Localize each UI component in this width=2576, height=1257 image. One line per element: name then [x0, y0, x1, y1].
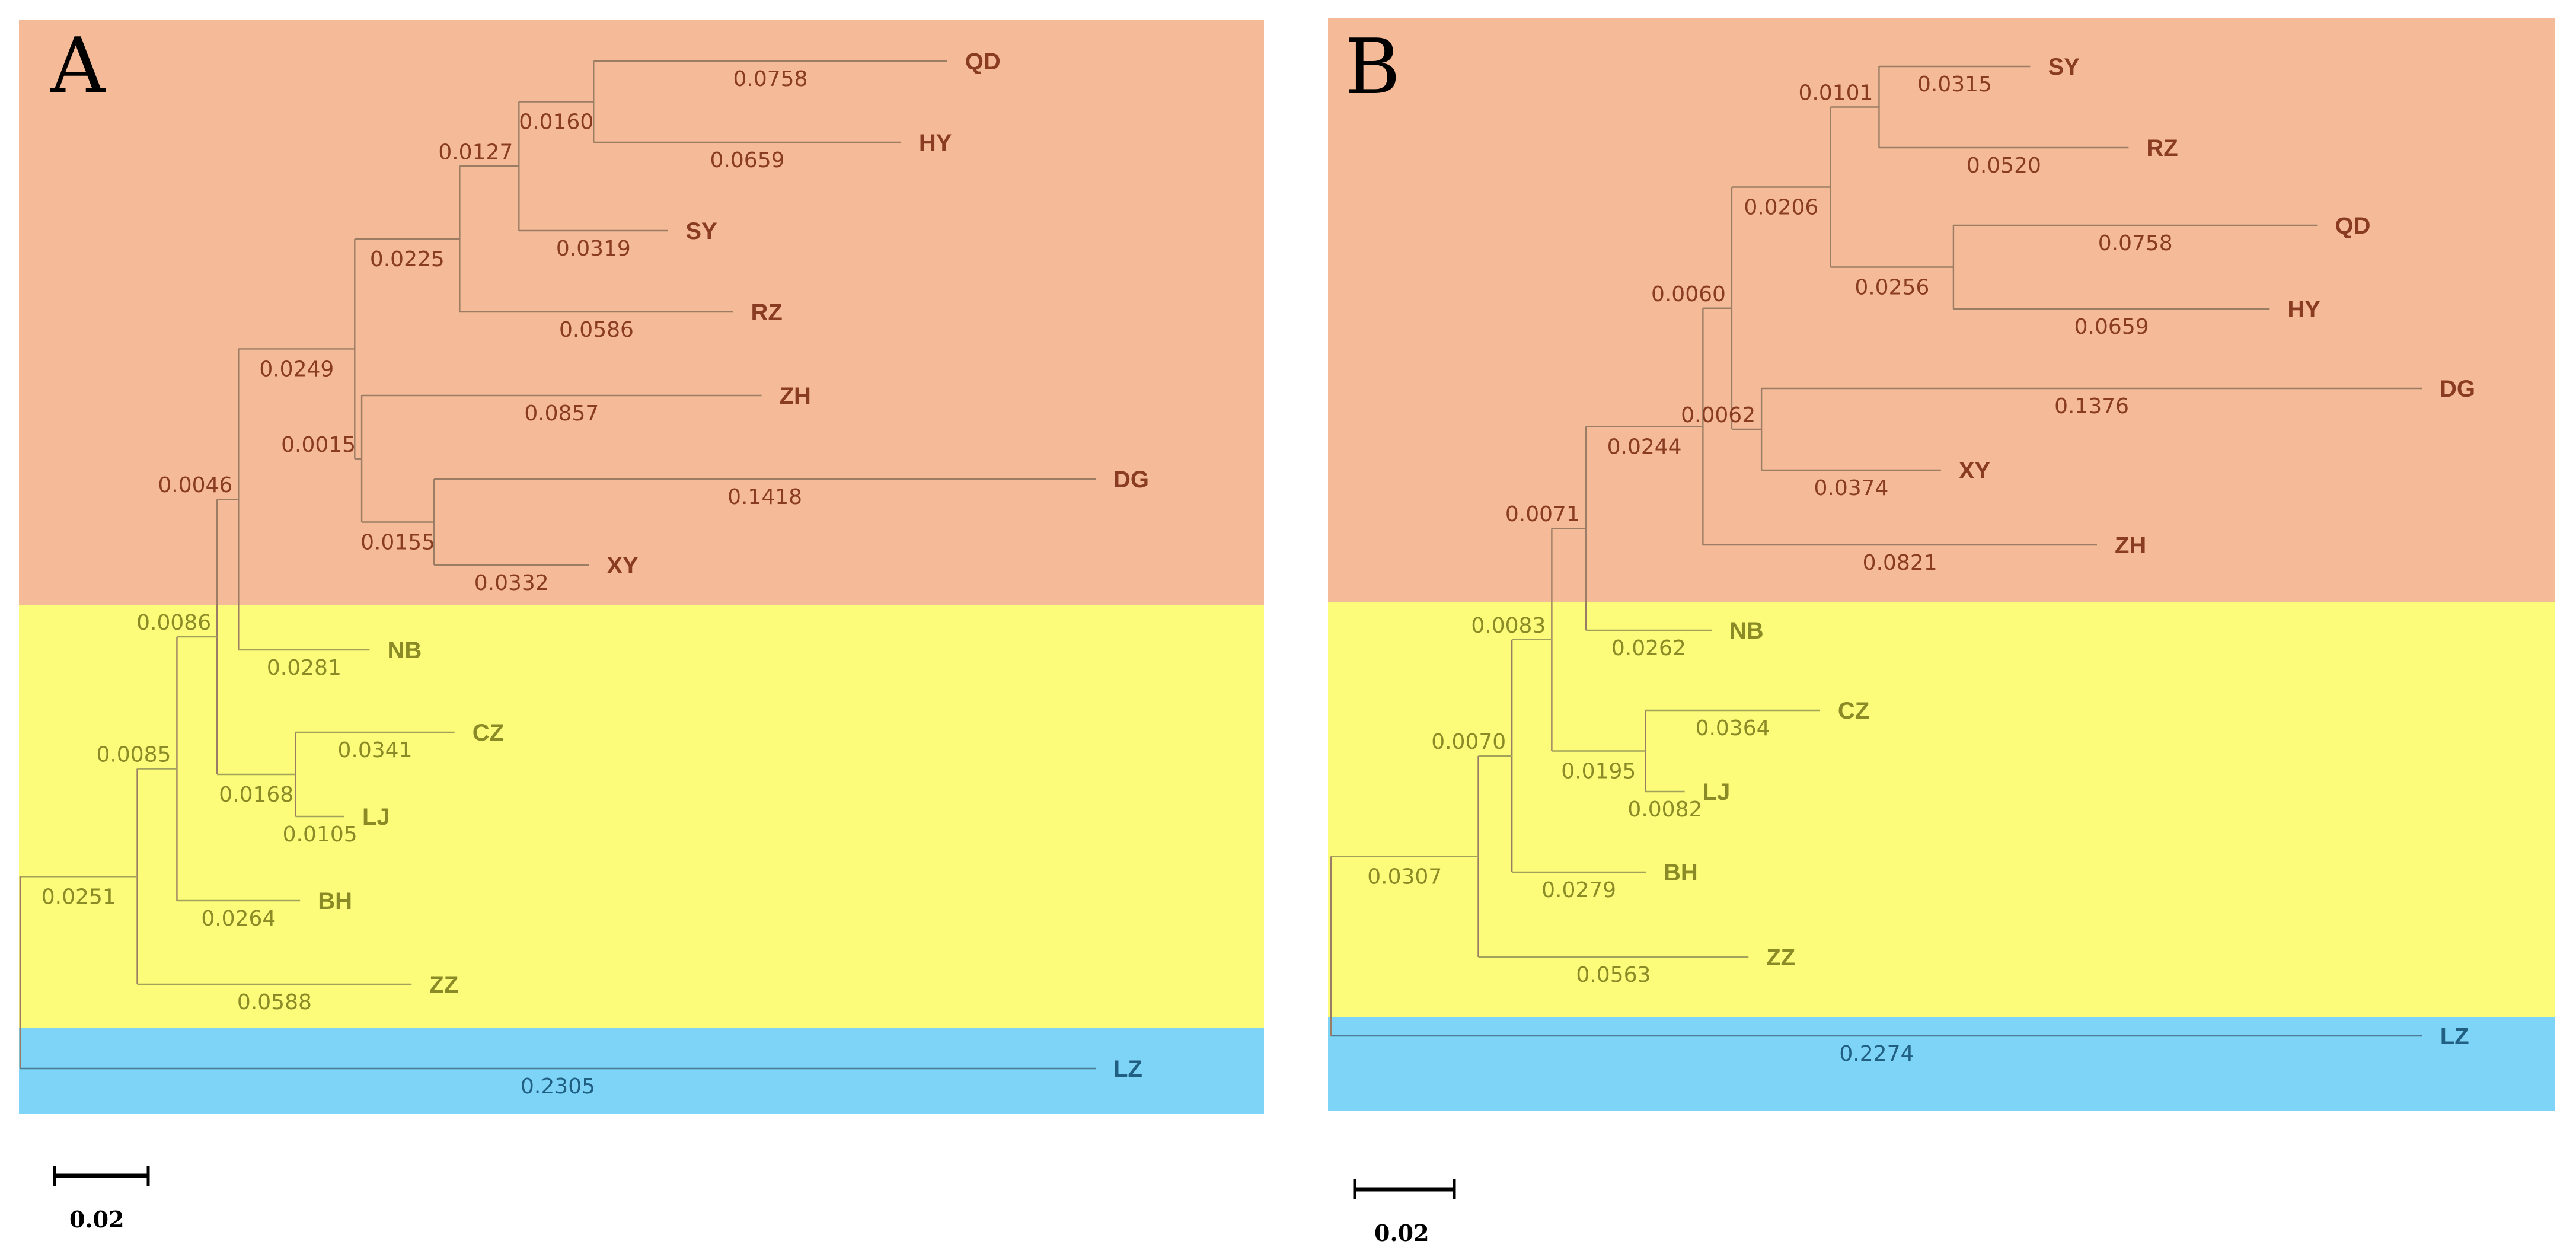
panel-b-branch-length-NB: 0.0262 — [1611, 636, 1686, 661]
panel-b-branch-length-m3: 0.0083 — [1471, 614, 1546, 638]
panel-a-branch-length-n3: 0.0086 — [136, 611, 211, 635]
panel-a-tip-label-HY: HY — [919, 130, 952, 156]
panel-b-branch-length-ZZ: 0.0563 — [1576, 963, 1651, 987]
panel-b-tip-label-QD: QD — [2335, 213, 2371, 239]
panel-a-blue-clade-band — [19, 1028, 1264, 1114]
panel-a-branch-length-n7: 0.0127 — [438, 140, 513, 164]
panel-b-branch-length-RZ: 0.0520 — [1967, 154, 2041, 178]
panel-b-blue-clade-band — [1328, 1017, 2555, 1111]
panel-a-letter: A — [50, 22, 106, 110]
panel-b-tip-label-ZZ: ZZ — [1766, 945, 1795, 971]
panel-a-branch-length-XY: 0.0332 — [474, 571, 549, 595]
panel-a-tip-label-XY: XY — [607, 553, 639, 579]
panel-a-branch-length-n_czlj: 0.0168 — [219, 783, 293, 807]
panel-a-branch-length-RZ: 0.0586 — [559, 318, 634, 342]
panel-b-branch-length-m1: 0.0307 — [1367, 864, 1442, 889]
panel-a-branch-length-CZ: 0.0341 — [338, 738, 413, 763]
panel-a-tip-label-QD: QD — [965, 49, 1001, 75]
panel-a-branch-length-n4: 0.0046 — [158, 473, 232, 497]
panel-b-scale-bar: 0.02 — [1353, 1179, 1456, 1246]
panel-a-tree: A 0.02510.2305LZ0.00850.0588ZZ0.00860.02… — [19, 20, 1264, 1233]
panel-a-branch-length-NB: 0.0281 — [267, 656, 341, 680]
panel-a-tip-label-NB: NB — [387, 637, 422, 663]
panel-a-branch-length-n8: 0.0160 — [519, 110, 593, 135]
panel-a-branch-length-ZZ: 0.0588 — [237, 990, 312, 1014]
panel-b-branch-length-ZH: 0.0821 — [1863, 551, 1937, 575]
panel-a-branch-length-LJ: 0.0105 — [283, 822, 357, 847]
panel-b-tip-label-BH: BH — [1664, 860, 1698, 886]
panel-b-branch-length-XY: 0.0374 — [1814, 476, 1889, 500]
panel-b-branch-length-m_czlj: 0.0195 — [1561, 760, 1636, 784]
panel-b-branch-length-m6: 0.0060 — [1651, 282, 1726, 307]
panel-a-tip-label-LZ: LZ — [1113, 1056, 1142, 1082]
panel-b-branch-length-SY: 0.0315 — [1917, 72, 1992, 97]
panel-b-tree: B 0.0307 0.2274 LZ 0.0070 0.0563 ZZ 0.0083 0.02… — [1328, 18, 2555, 1246]
panel-b-tip-label-NB: NB — [1729, 618, 1764, 644]
panel-b-branch-length-m_dg: 0.0062 — [1681, 403, 1755, 427]
panel-b-branches: 0.0307 0.2274 LZ 0.0070 0.0563 ZZ 0.0083 0.0279… — [1330, 54, 2475, 1066]
panel-a-branch-length-DG: 0.1418 — [727, 485, 802, 509]
panel-b-yellow-clade-band — [1328, 602, 2555, 1017]
panel-b-tip-label-SY: SY — [2048, 54, 2080, 80]
panel-a-branch-length-ZH: 0.0857 — [524, 401, 599, 426]
panel-b-tip-label-HY: HY — [2287, 296, 2320, 323]
panel-a-branches: 0.0251 0.2305 LZ 0.0085 0.0588 ZZ 0.0086 0.0264… — [19, 49, 1149, 1099]
panel-a-tip-label-DG: DG — [1113, 467, 1149, 493]
panel-a-branch-length-BH: 0.0264 — [201, 907, 276, 931]
panel-a-branch-length-n5: 0.0249 — [259, 357, 334, 381]
panel-a-branch-length-n_zh: 0.0015 — [281, 433, 356, 457]
panel-a-tip-label-CZ: CZ — [473, 720, 504, 746]
panel-a-tip-label-RZ: RZ — [751, 299, 783, 326]
panel-a-tip-label-BH: BH — [318, 888, 352, 914]
panel-a-tip-label-LJ: LJ — [362, 804, 390, 830]
panel-b-tip-label-LZ: LZ — [2440, 1023, 2469, 1049]
panel-b-tip-label-XY: XY — [1959, 458, 1991, 484]
panel-a-scale-bar: 0.02 — [53, 1166, 150, 1233]
panel-a-tip-label-ZH: ZH — [780, 383, 811, 409]
panel-a-tip-label-ZZ: ZZ — [429, 972, 458, 998]
panel-b-branch-length-QD: 0.0758 — [2098, 231, 2173, 256]
panel-b-branch-length-m4: 0.0071 — [1505, 502, 1580, 527]
panel-b-branch-length-CZ: 0.0364 — [1696, 716, 1770, 741]
panel-b-letter: B — [1345, 23, 1400, 111]
panel-a-branch-length-n2: 0.0085 — [96, 743, 171, 767]
panel-b-branch-length-m5: 0.0244 — [1607, 435, 1682, 459]
panel-a-tip-label-SY: SY — [685, 218, 717, 244]
panel-b-branch-length-m9: 0.0256 — [1854, 276, 1929, 300]
panel-b-tip-label-ZH: ZH — [2115, 532, 2146, 559]
panel-b-tip-label-CZ: CZ — [1838, 698, 1869, 724]
panel-a-branch-length-n_dg: 0.0155 — [360, 531, 435, 555]
panel-a-branch-length-n6: 0.0225 — [370, 247, 445, 272]
panel-b-tip-label-DG: DG — [2440, 376, 2475, 402]
panel-b-branch-length-DG: 0.1376 — [2054, 394, 2129, 419]
panel-b-tip-label-LJ: LJ — [1703, 779, 1731, 805]
panel-a-yellow-clade-band — [19, 605, 1264, 1028]
panel-b-branch-length-BH: 0.0279 — [1541, 878, 1616, 902]
panel-a-branch-length-SY: 0.0319 — [556, 237, 631, 261]
panel-b-scale-label: 0.02 — [1374, 1220, 1429, 1246]
panel-a-branch-length-HY: 0.0659 — [710, 148, 785, 173]
panel-b-branch-length-m8: 0.0101 — [1798, 81, 1873, 106]
panel-b-branch-length-LZ: 0.2274 — [1839, 1042, 1914, 1066]
panel-a-branch-length-QD: 0.0758 — [733, 67, 808, 91]
panel-a-scale-label: 0.02 — [69, 1206, 125, 1233]
panel-a-branch-length-LZ: 0.2305 — [521, 1074, 595, 1099]
panel-b-branch-length-HY: 0.0659 — [2074, 315, 2149, 339]
panel-a-branch-length-n_big: 0.0251 — [42, 885, 116, 909]
panel-b-branch-length-m2: 0.0070 — [1431, 730, 1506, 754]
panel-b-branch-length-LJ: 0.0082 — [1627, 797, 1702, 822]
panel-b-orange-clade-band — [1328, 18, 2555, 602]
panel-b-branch-length-m7: 0.0206 — [1744, 196, 1818, 220]
panel-b-tip-label-RZ: RZ — [2146, 135, 2178, 161]
